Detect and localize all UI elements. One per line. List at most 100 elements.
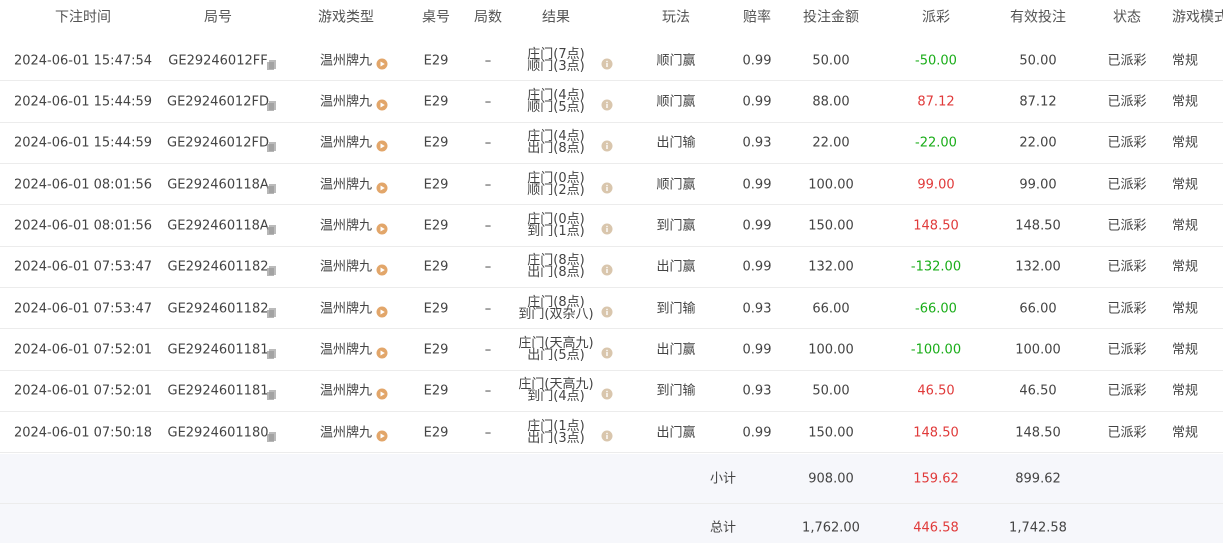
round-count: – <box>484 218 492 234</box>
round-count: – <box>484 342 492 358</box>
play-icon[interactable] <box>376 220 388 235</box>
bet-time: 2024-06-01 07:50:18 <box>13 425 153 441</box>
table-row <box>0 247 1223 289</box>
bet-amount: 22.00 <box>812 135 850 151</box>
table-row <box>0 205 1223 247</box>
subtotal-valid: 899.62 <box>1015 471 1061 487</box>
copy-icon[interactable] <box>266 344 278 360</box>
copy-icon[interactable] <box>266 427 278 442</box>
info-icon[interactable] <box>601 427 613 442</box>
play-icon[interactable] <box>376 137 388 152</box>
result-cell: 庄门(天高九) 出门(5点) <box>518 337 593 364</box>
bet-time: 2024-06-01 15:44:59 <box>13 135 153 151</box>
odds: 0.93 <box>742 135 772 151</box>
result-cell: 庄门(7点) 顺门(3点) <box>527 48 585 74</box>
play-icon[interactable] <box>376 344 388 359</box>
odds: 0.99 <box>742 425 772 441</box>
odds: 0.93 <box>742 383 772 399</box>
copy-glyph <box>267 101 276 112</box>
valid-bet: 87.12 <box>1019 94 1057 110</box>
info-icon[interactable] <box>601 261 613 276</box>
play-icon[interactable] <box>376 427 388 442</box>
total-payout: 446.58 <box>913 520 959 536</box>
result-line: 庄门(4点) <box>527 129 585 145</box>
round-count: – <box>484 425 492 441</box>
info-glyph <box>601 58 613 70</box>
play-icon[interactable] <box>376 55 388 70</box>
info-icon[interactable] <box>601 385 613 400</box>
info-icon[interactable] <box>601 96 613 111</box>
column-header: 局号 <box>204 9 232 26</box>
copy-icon[interactable] <box>266 137 278 153</box>
game-type: 温州牌九 <box>319 259 373 275</box>
play-icon[interactable] <box>376 179 388 194</box>
play-glyph <box>376 140 388 152</box>
play-icon[interactable] <box>376 303 388 318</box>
column-header: 局数 <box>474 9 502 26</box>
copy-icon[interactable] <box>266 261 278 277</box>
copy-icon[interactable] <box>266 385 278 401</box>
status: 已派彩 <box>1107 53 1147 69</box>
game-mode: 常规 <box>1172 301 1199 317</box>
info-icon[interactable] <box>601 344 613 359</box>
payout: 46.50 <box>917 383 955 399</box>
copy-icon[interactable] <box>266 55 278 70</box>
round-count: – <box>484 259 492 275</box>
status: 已派彩 <box>1107 94 1147 110</box>
play: 出门赢 <box>656 425 696 441</box>
table-no: E29 <box>423 53 449 69</box>
play-icon[interactable] <box>376 261 388 276</box>
info-glyph <box>601 223 613 235</box>
copy-glyph <box>267 59 276 70</box>
game-mode: 常规 <box>1172 425 1199 441</box>
copy-icon[interactable] <box>266 303 278 318</box>
info-icon[interactable] <box>601 137 613 152</box>
copy-icon[interactable] <box>266 96 278 112</box>
game-type: 温州牌九 <box>319 177 373 193</box>
result-line: 顺门(3点) <box>527 58 585 74</box>
info-icon[interactable] <box>601 55 613 70</box>
status: 已派彩 <box>1107 259 1147 275</box>
play-icon[interactable] <box>376 96 388 111</box>
info-glyph <box>601 99 613 111</box>
round-id: GE292460118A <box>167 177 269 193</box>
bet-time: 2024-06-01 07:52:01 <box>13 342 153 358</box>
info-icon[interactable] <box>601 303 613 318</box>
game-type: 温州牌九 <box>319 425 373 441</box>
play-icon[interactable] <box>376 385 388 400</box>
game-mode: 常规 <box>1172 218 1199 234</box>
table-no: E29 <box>423 383 449 399</box>
copy-icon[interactable] <box>266 179 278 194</box>
result-line: 出门(5点) <box>527 348 585 364</box>
payout: -50.00 <box>915 53 957 69</box>
bet-amount: 88.00 <box>812 94 850 110</box>
table-no: E29 <box>423 218 449 234</box>
copy-icon[interactable] <box>266 220 278 236</box>
game-type: 温州牌九 <box>319 53 373 69</box>
column-header: 投注金额 <box>803 9 859 26</box>
total-label: 总计 <box>709 520 737 536</box>
subtotal-payout: 159.62 <box>913 471 959 487</box>
column-header: 下注时间 <box>55 9 111 26</box>
play: 到门赢 <box>656 218 696 234</box>
result-line: 庄门(8点) <box>527 253 585 269</box>
odds: 0.99 <box>742 342 772 358</box>
info-icon[interactable] <box>601 220 613 235</box>
bet-time: 2024-06-01 15:44:59 <box>13 94 153 110</box>
odds: 0.99 <box>742 94 772 110</box>
valid-bet: 46.50 <box>1019 383 1057 399</box>
info-icon[interactable] <box>601 179 613 194</box>
info-glyph <box>601 182 613 194</box>
payout: -22.00 <box>915 135 957 151</box>
play: 顺门赢 <box>656 177 696 193</box>
info-glyph <box>601 430 613 442</box>
info-glyph <box>601 306 613 318</box>
table-row <box>0 329 1223 371</box>
result-cell: 庄门(1点) 出门(3点) <box>527 420 584 445</box>
table-no: E29 <box>423 342 449 358</box>
game-mode: 常规 <box>1172 94 1199 110</box>
subtotal-bet: 908.00 <box>808 471 854 487</box>
result-line: 庄门(4点) <box>527 88 585 104</box>
round-id: GE2924601182 <box>167 259 269 275</box>
